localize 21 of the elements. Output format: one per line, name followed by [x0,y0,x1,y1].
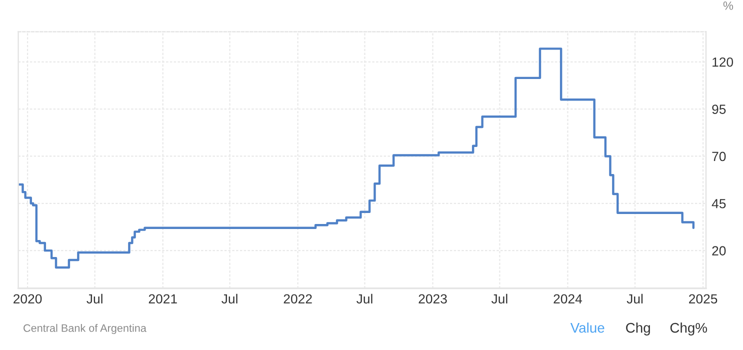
text: Central Bank of Argentina [24,324,146,334]
x-tick-label: 2022 [284,294,312,304]
x-tick-label: Jul [86,294,102,304]
y-tick-label: 120 [712,57,734,67]
text: Chg% [670,322,708,336]
text: Chg [626,322,650,336]
x-tick-label: 2025 [689,294,718,304]
x-tick-label: Jul [491,294,508,304]
y-tick-label: 45 [712,199,726,208]
x-tick-label: Jul [356,294,372,304]
y-tick-label: 20 [712,246,726,256]
x-tick-label: 2024 [554,294,582,304]
y-tick-label: 95 [712,104,726,114]
y-axis-title: % [723,2,734,10]
x-tick-label: 2021 [148,294,177,304]
x-tick-label: 2020 [14,294,42,304]
x-tick-label: 2023 [418,294,447,304]
y-tick-label: 70 [712,152,726,162]
x-tick-label: Jul [222,294,238,304]
text: Value [570,322,604,333]
x-tick-label: Jul [626,294,643,304]
